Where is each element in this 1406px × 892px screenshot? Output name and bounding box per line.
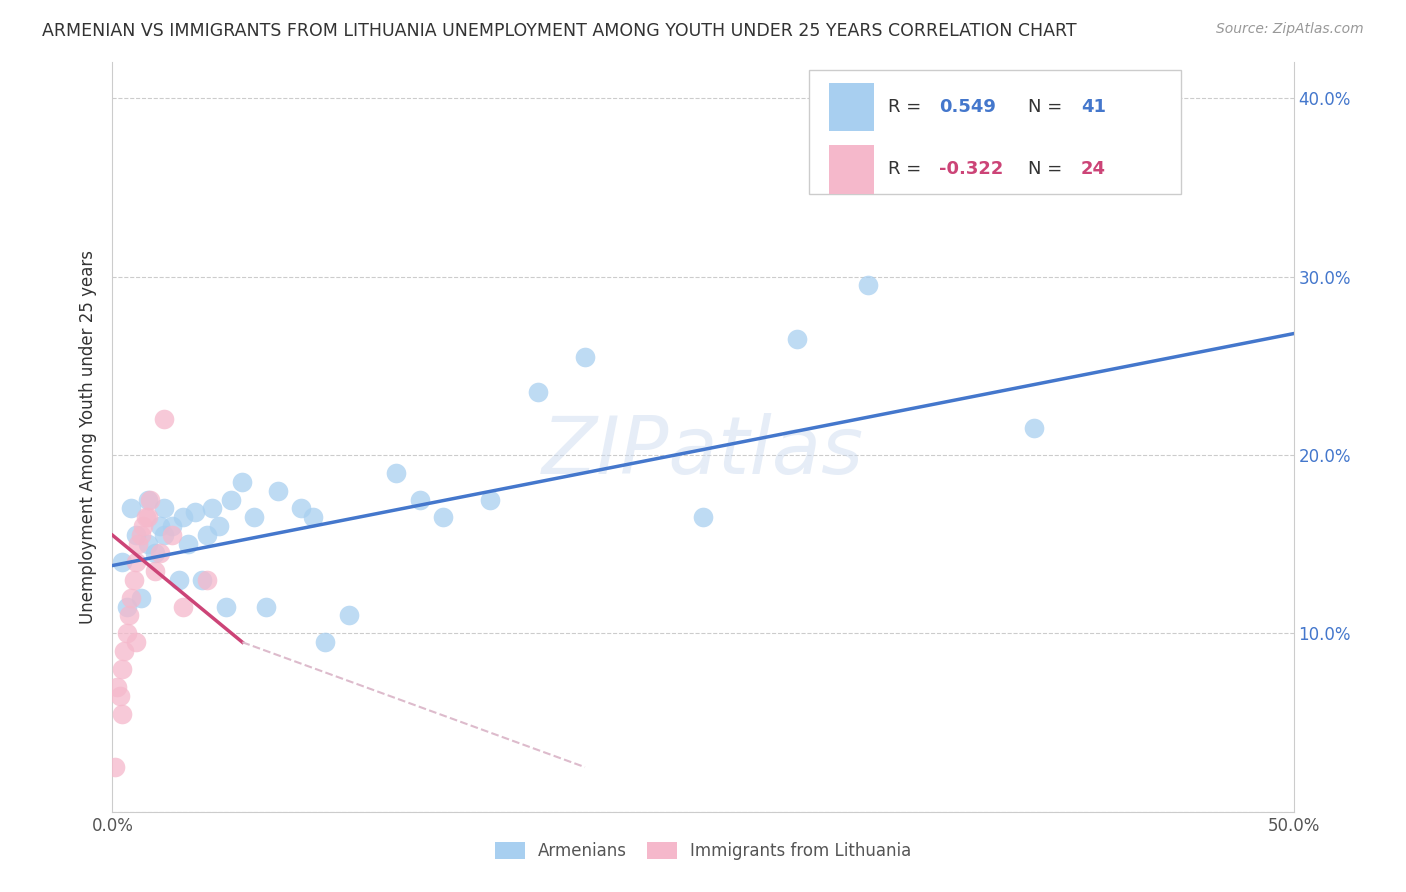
Point bbox=[337, 608, 360, 623]
Point bbox=[314, 635, 336, 649]
Point bbox=[231, 475, 253, 489]
Point bbox=[184, 505, 207, 519]
Point bbox=[125, 635, 148, 649]
Point bbox=[115, 599, 138, 614]
Text: ARMENIAN VS IMMIGRANTS FROM LITHUANIA UNEMPLOYMENT AMONG YOUTH UNDER 25 YEARS CO: ARMENIAN VS IMMIGRANTS FROM LITHUANIA UN… bbox=[42, 22, 1077, 40]
Point bbox=[201, 501, 224, 516]
Point bbox=[160, 519, 183, 533]
Point bbox=[139, 492, 162, 507]
Text: ZIPatlas: ZIPatlas bbox=[541, 413, 865, 491]
Point bbox=[408, 492, 430, 507]
Point bbox=[115, 626, 138, 640]
Point bbox=[432, 510, 454, 524]
Point bbox=[136, 492, 159, 507]
Text: R =: R = bbox=[889, 161, 928, 178]
Point bbox=[118, 608, 141, 623]
Point bbox=[111, 662, 134, 676]
Point bbox=[135, 510, 157, 524]
Point bbox=[127, 537, 149, 551]
Point bbox=[153, 501, 176, 516]
Text: -0.322: -0.322 bbox=[939, 161, 1004, 178]
FancyBboxPatch shape bbox=[830, 145, 875, 194]
Point bbox=[172, 510, 194, 524]
Point bbox=[132, 519, 155, 533]
Point bbox=[125, 555, 148, 569]
Text: 0.549: 0.549 bbox=[939, 98, 995, 116]
Point bbox=[1116, 175, 1139, 189]
Point bbox=[208, 519, 231, 533]
Point bbox=[290, 501, 312, 516]
Text: R =: R = bbox=[889, 98, 928, 116]
Point bbox=[254, 599, 277, 614]
Point bbox=[160, 528, 183, 542]
Point bbox=[104, 760, 127, 774]
Point bbox=[786, 332, 808, 346]
Point bbox=[195, 573, 218, 587]
Point bbox=[191, 573, 214, 587]
Point bbox=[112, 644, 135, 658]
Point bbox=[111, 706, 134, 721]
Point bbox=[129, 528, 152, 542]
Point bbox=[153, 528, 176, 542]
Point bbox=[125, 528, 148, 542]
Point bbox=[219, 492, 242, 507]
FancyBboxPatch shape bbox=[810, 70, 1181, 194]
Point bbox=[195, 528, 218, 542]
Point bbox=[385, 466, 408, 480]
Point bbox=[153, 412, 176, 426]
FancyBboxPatch shape bbox=[830, 83, 875, 131]
Point bbox=[167, 573, 190, 587]
Point bbox=[143, 564, 166, 578]
Y-axis label: Unemployment Among Youth under 25 years: Unemployment Among Youth under 25 years bbox=[79, 250, 97, 624]
Point bbox=[177, 537, 200, 551]
Point bbox=[302, 510, 325, 524]
Point bbox=[267, 483, 290, 498]
Legend: Armenians, Immigrants from Lithuania: Armenians, Immigrants from Lithuania bbox=[488, 836, 918, 867]
Point bbox=[136, 537, 159, 551]
Point bbox=[129, 591, 152, 605]
Point bbox=[111, 555, 134, 569]
Point bbox=[149, 546, 172, 560]
Point bbox=[172, 599, 194, 614]
Point bbox=[120, 591, 142, 605]
Text: 24: 24 bbox=[1081, 161, 1107, 178]
Point bbox=[858, 278, 880, 293]
Text: N =: N = bbox=[1028, 98, 1067, 116]
Point bbox=[692, 510, 714, 524]
Point bbox=[215, 599, 238, 614]
Point bbox=[479, 492, 502, 507]
Point bbox=[243, 510, 266, 524]
Point bbox=[1022, 421, 1045, 435]
Point bbox=[122, 573, 145, 587]
Point bbox=[136, 510, 159, 524]
Point bbox=[574, 350, 596, 364]
Point bbox=[149, 519, 172, 533]
Point bbox=[120, 501, 142, 516]
Point bbox=[143, 546, 166, 560]
Point bbox=[526, 385, 548, 400]
Point bbox=[108, 689, 131, 703]
Point bbox=[105, 680, 128, 694]
Text: 41: 41 bbox=[1081, 98, 1107, 116]
Text: N =: N = bbox=[1028, 161, 1067, 178]
Text: Source: ZipAtlas.com: Source: ZipAtlas.com bbox=[1216, 22, 1364, 37]
